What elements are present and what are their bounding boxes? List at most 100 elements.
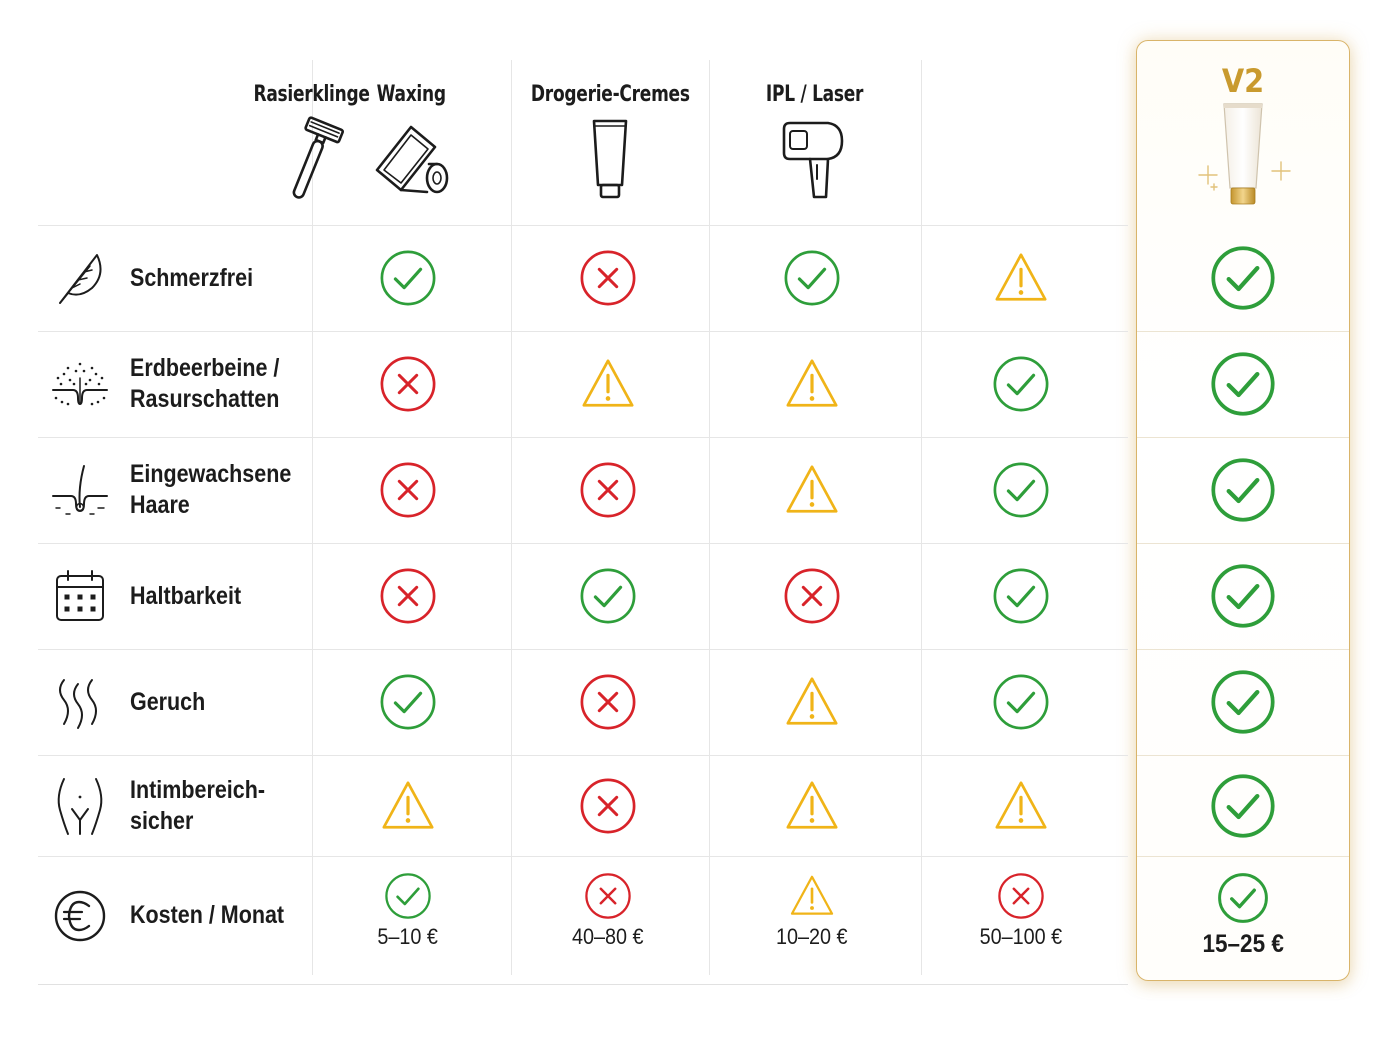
- cross-icon: [585, 873, 631, 919]
- wax-strip-icon: [375, 125, 448, 194]
- row-divider: [1137, 856, 1349, 857]
- status-cell: [1148, 755, 1338, 856]
- row-label: Kosten / Monat: [50, 856, 310, 975]
- cross-icon: [580, 462, 636, 518]
- row-divider: [1137, 437, 1349, 438]
- status-cell: [926, 755, 1116, 856]
- check-icon: [993, 674, 1049, 730]
- v2-tube-icon: [1198, 103, 1291, 205]
- check-icon: [784, 250, 840, 306]
- row-label-line: Haltbarkeit: [130, 581, 242, 610]
- check-icon: [993, 462, 1049, 518]
- row-label-line: Eingewachsene: [130, 460, 292, 488]
- row-label-text: Erdbeerbeine / Rasurschatten: [130, 353, 279, 415]
- row-label-line: Schmerzfrei: [130, 263, 254, 292]
- row-label: Erdbeerbeine / Rasurschatten: [50, 331, 310, 437]
- status-cell: 10–20 €: [717, 856, 907, 975]
- row-label-text: Kosten / Monat: [130, 900, 284, 931]
- check-icon: [380, 674, 436, 730]
- check-icon: [385, 873, 431, 919]
- column-header-label: Rasierklinge: [253, 82, 371, 107]
- row-label-text: Haltbarkeit: [130, 581, 241, 612]
- status-cell: [313, 649, 503, 755]
- status-cell: [717, 755, 907, 856]
- status-cell: 40–80 €: [513, 856, 703, 975]
- row-divider: [38, 755, 1128, 756]
- status-cell: [717, 543, 907, 649]
- warning-icon: [995, 253, 1047, 301]
- status-cell: [926, 543, 1116, 649]
- warning-icon: [582, 359, 634, 407]
- column-header-icon-wrap: [770, 115, 860, 210]
- status-cell: [926, 225, 1116, 331]
- column-header-icon-wrap: [565, 115, 655, 210]
- row-divider: [38, 331, 1128, 332]
- column-header-label: Waxing: [376, 82, 447, 107]
- row-label-text: Eingewachsene Haare: [130, 459, 291, 521]
- status-cell: [1148, 543, 1338, 649]
- cross-icon: [380, 356, 436, 412]
- cross-icon: [580, 778, 636, 833]
- calendar-icon: [56, 570, 104, 621]
- row-divider: [38, 543, 1128, 544]
- status-cell: [513, 543, 703, 649]
- row-label-text: Geruch: [130, 687, 205, 718]
- status-cell: 50–100 €: [926, 856, 1116, 975]
- status-cell: [717, 331, 907, 437]
- check-icon: [1211, 670, 1275, 734]
- column-divider: [312, 60, 313, 975]
- row-icon-wrap: [50, 354, 110, 414]
- check-icon: [1211, 773, 1275, 838]
- cost-value: 5–10 €: [377, 924, 439, 949]
- column-header: Drogerie-Cremes: [511, 60, 709, 225]
- column-header: V2: [1136, 58, 1350, 223]
- row-label-line: Rasurschatten: [130, 385, 280, 413]
- column-divider: [511, 60, 512, 975]
- row-label-line: Geruch: [130, 687, 206, 716]
- status-cell: [717, 649, 907, 755]
- razor-icon: [292, 116, 344, 199]
- row-icon-wrap: [50, 566, 110, 626]
- column-header: IPL / Laser: [709, 60, 921, 225]
- row-label: Eingewachsene Haare: [50, 437, 310, 543]
- cross-icon: [380, 462, 436, 518]
- cross-icon: [580, 674, 636, 730]
- row-label: Haltbarkeit: [50, 543, 310, 649]
- warning-icon: [786, 780, 838, 829]
- row-icon-wrap: [50, 776, 110, 836]
- cost-value: 10–20 €: [776, 924, 848, 949]
- column-header-label: IPL / Laser: [766, 82, 864, 107]
- status-cell: [1148, 437, 1338, 543]
- status-cell: [513, 225, 703, 331]
- cross-icon: [580, 250, 636, 306]
- row-label-line: Intimbereich-: [130, 775, 266, 804]
- status-cell: [313, 331, 503, 437]
- smell-waves-icon: [59, 679, 97, 729]
- euro-icon: [54, 890, 106, 941]
- ipl-device-icon: [782, 121, 844, 199]
- row-icon-wrap: [50, 460, 110, 520]
- status-cell: [313, 543, 503, 649]
- check-icon: [993, 568, 1049, 624]
- status-cell: [717, 225, 907, 331]
- table-bottom-border: [38, 984, 1128, 985]
- check-icon: [1211, 352, 1275, 416]
- row-divider: [1137, 755, 1349, 756]
- check-icon: [1211, 246, 1275, 310]
- status-cell: [926, 649, 1116, 755]
- cross-icon: [380, 568, 436, 624]
- column-header-icon-wrap: [1173, 100, 1313, 217]
- status-cell: [513, 649, 703, 755]
- warning-icon: [786, 465, 838, 513]
- row-divider: [38, 649, 1128, 650]
- body-outline-icon: [57, 777, 103, 835]
- status-cell: [313, 437, 503, 543]
- row-icon-wrap: [50, 672, 110, 732]
- row-label-line: sicher: [130, 806, 194, 835]
- warning-icon: [995, 780, 1047, 829]
- skin-dots-icon: [52, 362, 108, 406]
- row-icon-wrap: [50, 248, 110, 308]
- row-label: Geruch: [50, 649, 310, 755]
- row-label-line: Haare: [130, 491, 190, 519]
